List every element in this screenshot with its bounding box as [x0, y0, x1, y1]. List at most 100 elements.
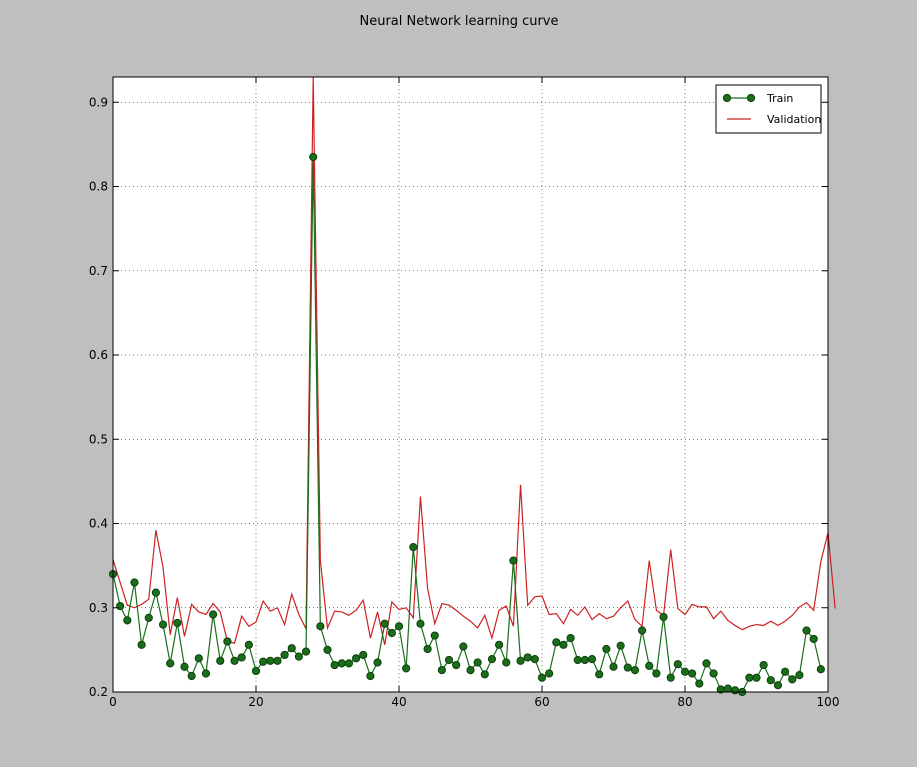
train-data-point [616, 641, 625, 650]
train-data-point [709, 669, 718, 678]
y-tick-label: 0.8 [89, 180, 108, 194]
train-data-point [773, 681, 783, 690]
y-tick-label: 0.3 [89, 601, 108, 615]
train-data-point [166, 659, 175, 668]
train-data-point [223, 637, 232, 646]
train-data-point [523, 653, 532, 662]
train-data-point [730, 686, 740, 695]
train-data-point [301, 647, 311, 656]
train-data-point [216, 656, 225, 665]
train-data-point [273, 656, 282, 665]
train-data-point [316, 622, 325, 631]
train-data-point [158, 620, 168, 629]
train-data-point [359, 650, 368, 660]
train-data-point [645, 661, 654, 670]
train-data-point [459, 642, 468, 651]
x-tick-label: 100 [817, 695, 840, 709]
train-data-point [423, 644, 432, 654]
train-data-point [802, 626, 811, 635]
train-data-point [795, 671, 804, 680]
train-data-point [230, 656, 239, 665]
legend-box [715, 84, 822, 134]
train-data-point [130, 578, 139, 587]
y-tick-label: 0.6 [89, 348, 108, 362]
legend-validation-label: Validation [767, 113, 821, 126]
train-data-point [380, 619, 389, 628]
y-tick-label: 0.9 [89, 95, 108, 109]
train-data-point [816, 665, 825, 674]
train-data-point [344, 659, 354, 668]
axis-ticks: 0 20 40 60 80 100 0.2 0.3 0.4 0.5 0.6 0.7 0.8 0.9 [89, 77, 840, 709]
train-data-point [180, 662, 189, 671]
train-data-point [287, 644, 296, 653]
train-series-line [112, 157, 822, 693]
train-data-point [495, 640, 504, 649]
train-data-point [337, 659, 346, 668]
train-data-point [602, 644, 611, 654]
train-data-point [151, 588, 160, 597]
train-data-point [688, 669, 697, 678]
train-data-point [809, 634, 818, 644]
train-data-point [580, 655, 590, 665]
train-data-point [673, 660, 682, 669]
train-data-point [630, 665, 640, 675]
grid-lines [113, 77, 828, 692]
train-data-point [666, 673, 675, 682]
train-data-point [187, 671, 196, 681]
train-data-point [659, 612, 668, 622]
legend-train-label: Train [766, 92, 793, 105]
train-data-point [680, 667, 690, 676]
series-layer [108, 76, 836, 697]
train-data-point [502, 658, 511, 667]
train-data-point [251, 666, 261, 676]
train-data-point [173, 618, 182, 628]
train-data-point [123, 616, 132, 625]
train-data-point [330, 660, 339, 670]
train-data-point [516, 656, 525, 665]
train-data-point [387, 628, 396, 638]
train-data-point [530, 655, 539, 664]
train-data-point [480, 670, 489, 679]
train-data-point [723, 684, 733, 693]
train-data-point [487, 655, 497, 664]
train-data-point [695, 679, 704, 688]
train-data-point [209, 610, 218, 619]
train-data-point [259, 657, 268, 666]
y-tick-label: 0.5 [89, 432, 108, 446]
train-data-point [309, 152, 318, 162]
train-data-point [766, 676, 775, 685]
train-data-point [745, 673, 754, 682]
train-data-point [752, 673, 761, 682]
train-data-point [280, 650, 289, 660]
train-data-point [294, 652, 303, 661]
train-data-point [352, 654, 361, 663]
train-data-point [237, 653, 246, 662]
train-data-point [430, 631, 439, 640]
legend-train-marker [722, 93, 732, 103]
x-tick-label: 80 [677, 695, 692, 709]
train-data-point [201, 669, 211, 678]
train-data-point [194, 654, 203, 663]
train-data-point [394, 622, 404, 631]
train-data-point [473, 658, 482, 667]
train-data-point [566, 633, 575, 643]
train-data-point [323, 645, 332, 654]
train-data-point [759, 660, 768, 670]
train-data-point [781, 667, 790, 676]
train-data-point [366, 671, 375, 681]
train-data-point [244, 640, 253, 649]
train-data-point [416, 619, 425, 628]
y-tick-label: 0.4 [89, 517, 108, 531]
train-data-point [409, 542, 418, 552]
train-data-point [559, 640, 568, 649]
train-data-point [652, 669, 661, 678]
train-data-point [466, 665, 475, 675]
plot-area [113, 77, 828, 692]
train-data-point [266, 656, 275, 665]
train-data-point [452, 660, 461, 670]
y-tick-label: 0.7 [89, 264, 108, 278]
train-data-point [537, 673, 547, 682]
x-tick-label: 0 [109, 695, 117, 709]
